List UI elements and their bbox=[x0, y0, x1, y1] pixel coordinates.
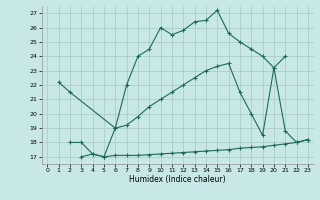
X-axis label: Humidex (Indice chaleur): Humidex (Indice chaleur) bbox=[129, 175, 226, 184]
